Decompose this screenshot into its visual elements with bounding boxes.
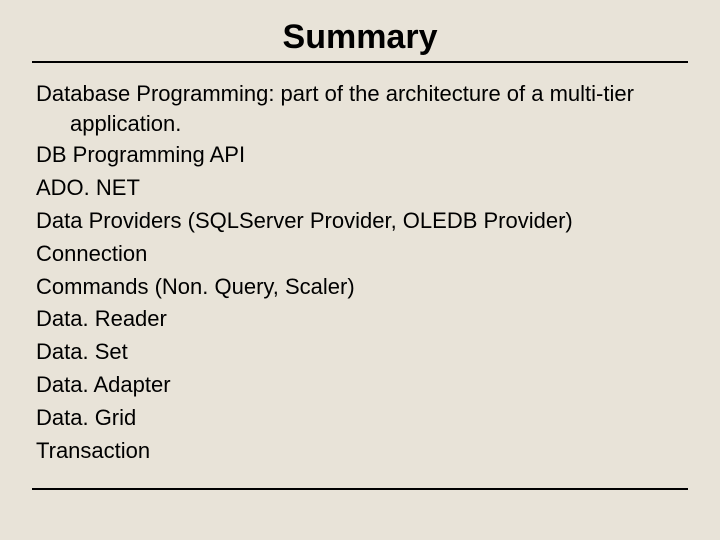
slide-title: Summary — [32, 18, 688, 57]
body-container: Database Programming: part of the archit… — [32, 79, 688, 490]
list-item: Transaction — [36, 436, 688, 467]
list-item: Data. Adapter — [36, 370, 688, 401]
title-container: Summary — [32, 18, 688, 63]
lead-paragraph: Database Programming: part of the archit… — [36, 79, 688, 138]
list-item: Connection — [36, 239, 688, 270]
list-item: DB Programming API — [36, 140, 688, 171]
slide: Summary Database Programming: part of th… — [0, 0, 720, 540]
list-item: ADO. NET — [36, 173, 688, 204]
list-item: Data Providers (SQLServer Provider, OLED… — [36, 206, 688, 237]
list-item: Commands (Non. Query, Scaler) — [36, 272, 688, 303]
list-item: Data. Set — [36, 337, 688, 368]
list-item: Data. Reader — [36, 304, 688, 335]
list-item: Data. Grid — [36, 403, 688, 434]
